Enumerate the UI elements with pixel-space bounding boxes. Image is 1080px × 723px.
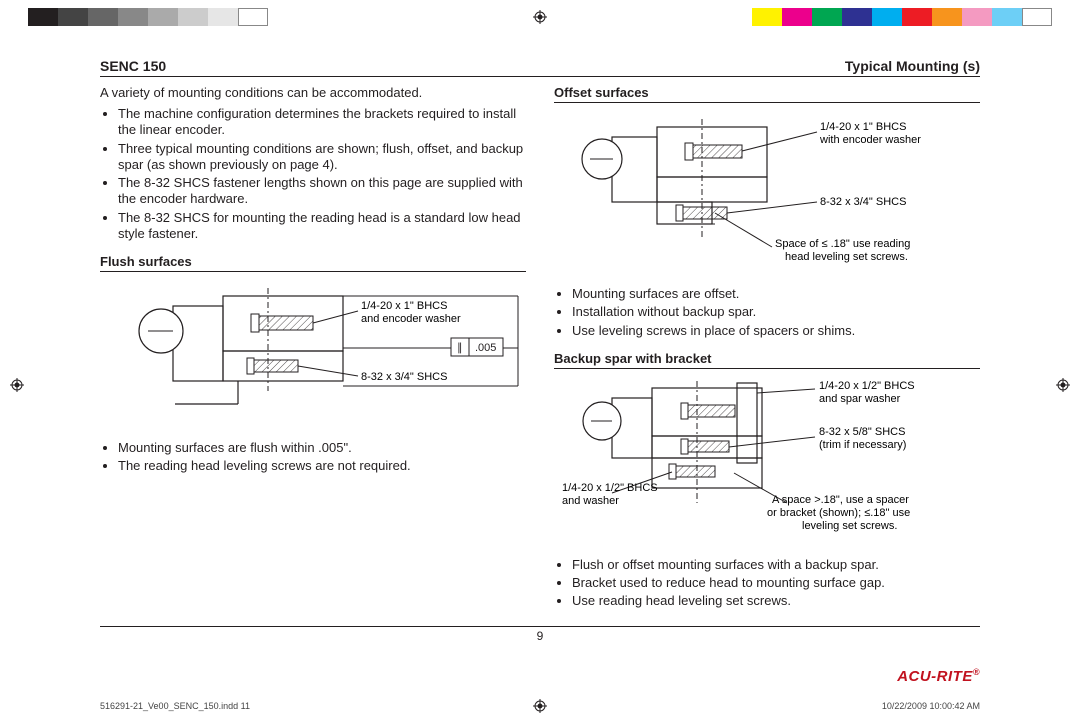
svg-text:8-32 x 3/4" SHCS: 8-32 x 3/4" SHCS: [820, 196, 906, 208]
flush-figure: ∥ .005 1/4-20 x 1" BHCS and encoder wash…: [100, 276, 526, 436]
svg-text:with encoder washer: with encoder washer: [819, 134, 921, 146]
page-content: SENC 150 Typical Mounting (s) A variety …: [100, 58, 980, 665]
offset-title: Offset surfaces: [554, 85, 980, 103]
list-item: Flush or offset mounting surfaces with a…: [572, 557, 980, 573]
svg-text:head leveling set screws.: head leveling set screws.: [785, 251, 908, 263]
list-item: Use leveling screws in place of spacers …: [572, 323, 980, 339]
backup-bullets: Flush or offset mounting surfaces with a…: [554, 557, 980, 610]
svg-text:and encoder washer: and encoder washer: [361, 313, 461, 325]
footer-left: 516291-21_Ve00_SENC_150.indd 11: [100, 701, 250, 711]
list-item: The 8-32 SHCS for mounting the reading h…: [118, 210, 526, 243]
flush-title: Flush surfaces: [100, 254, 526, 272]
svg-text:∥: ∥: [457, 342, 463, 354]
brand-logo: ACU-RITE®: [897, 667, 980, 685]
svg-text:A space >.18", use a spacer: A space >.18", use a spacer: [772, 494, 909, 506]
offset-bullets: Mounting surfaces are offset. Installatio…: [554, 286, 980, 339]
gdandt-val: .005: [475, 342, 496, 354]
svg-text:and spar washer: and spar washer: [819, 393, 901, 405]
intro-text: A variety of mounting conditions can be …: [100, 85, 526, 100]
left-column: A variety of mounting conditions can be …: [100, 85, 526, 620]
list-item: Bracket used to reduce head to mounting …: [572, 575, 980, 591]
svg-text:leveling set screws.: leveling set screws.: [802, 520, 897, 532]
list-item: The machine configuration determines the…: [118, 106, 526, 139]
header-left: SENC 150: [100, 58, 166, 74]
svg-text:1/4-20 x 1/2" BHCS: 1/4-20 x 1/2" BHCS: [819, 380, 915, 392]
list-item: Mounting surfaces are offset.: [572, 286, 980, 302]
regmark-left: [10, 378, 24, 392]
list-item: The 8-32 SHCS fastener lengths shown on …: [118, 175, 526, 208]
regmark-right: [1056, 378, 1070, 392]
page-number: 9: [100, 629, 980, 643]
svg-text:(trim if necessary): (trim if necessary): [819, 439, 906, 451]
list-item: Three typical mounting conditions are sh…: [118, 141, 526, 174]
offset-figure: 1/4-20 x 1" BHCS with encoder washer 8-3…: [554, 107, 980, 282]
list-item: Installation without backup spar.: [572, 304, 980, 320]
svg-text:and washer: and washer: [562, 495, 619, 507]
backup-figure: 1/4-20 x 1/2" BHCS and spar washer 8-32 …: [554, 373, 980, 553]
regmark-bottom: [533, 699, 547, 713]
page-header: SENC 150 Typical Mounting (s): [100, 58, 980, 77]
svg-text:1/4-20 x 1" BHCS: 1/4-20 x 1" BHCS: [820, 121, 906, 133]
svg-text:or bracket (shown); ≤.18" use: or bracket (shown); ≤.18" use: [767, 507, 910, 519]
svg-text:1/4-20 x 1/2" BHCS: 1/4-20 x 1/2" BHCS: [562, 482, 658, 494]
regmark-top: [533, 10, 547, 24]
flush-bullets: Mounting surfaces are flush within .005"…: [100, 440, 526, 475]
list-item: The reading head leveling screws are not…: [118, 458, 526, 474]
list-item: Use reading head leveling set screws.: [572, 593, 980, 609]
bottom-rule: [100, 626, 980, 627]
colorbar-left: [28, 8, 268, 26]
footer-right: 10/22/2009 10:00:42 AM: [882, 701, 980, 711]
backup-title: Backup spar with bracket: [554, 351, 980, 369]
right-column: Offset surfaces: [554, 85, 980, 620]
colorbar-right: [752, 8, 1052, 26]
svg-text:8-32 x 3/4" SHCS: 8-32 x 3/4" SHCS: [361, 371, 447, 383]
svg-text:Space of ≤ .18" use reading: Space of ≤ .18" use reading: [775, 238, 910, 250]
header-right: Typical Mounting (s): [845, 58, 980, 74]
svg-text:8-32 x 5/8" SHCS: 8-32 x 5/8" SHCS: [819, 426, 905, 438]
svg-text:1/4-20 x 1" BHCS: 1/4-20 x 1" BHCS: [361, 300, 447, 312]
intro-bullets: The machine configuration determines the…: [100, 106, 526, 242]
list-item: Mounting surfaces are flush within .005"…: [118, 440, 526, 456]
